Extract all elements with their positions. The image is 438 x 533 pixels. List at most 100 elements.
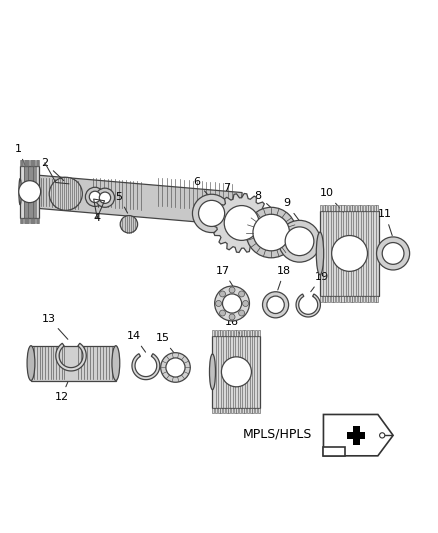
Circle shape xyxy=(215,301,222,306)
Bar xyxy=(30,218,31,223)
Ellipse shape xyxy=(112,346,120,381)
Bar xyxy=(325,205,327,211)
Bar xyxy=(31,160,32,166)
Bar xyxy=(368,205,371,211)
Bar xyxy=(38,160,39,166)
Bar xyxy=(38,218,39,223)
Text: 2: 2 xyxy=(41,158,64,181)
Text: 18: 18 xyxy=(277,266,291,290)
Bar xyxy=(360,296,362,302)
Circle shape xyxy=(243,301,248,306)
Bar xyxy=(258,408,260,413)
Circle shape xyxy=(215,286,250,321)
Bar xyxy=(366,296,368,302)
Bar xyxy=(347,296,349,302)
Bar xyxy=(377,296,378,302)
Text: 1: 1 xyxy=(14,144,26,168)
Circle shape xyxy=(19,181,41,203)
Bar xyxy=(239,330,241,336)
Ellipse shape xyxy=(19,179,21,205)
Bar xyxy=(355,296,357,302)
Bar xyxy=(218,408,220,413)
Bar xyxy=(255,330,257,336)
Bar xyxy=(30,160,31,166)
Polygon shape xyxy=(35,175,242,225)
Bar xyxy=(223,330,225,336)
Circle shape xyxy=(222,357,251,387)
Bar xyxy=(374,205,376,211)
Bar xyxy=(342,296,343,302)
Bar xyxy=(352,205,354,211)
Ellipse shape xyxy=(316,232,324,275)
Bar xyxy=(27,160,28,166)
Bar xyxy=(242,408,244,413)
Bar xyxy=(320,205,322,211)
Bar xyxy=(250,408,252,413)
Text: 17: 17 xyxy=(216,266,233,286)
Bar xyxy=(333,205,336,211)
Bar xyxy=(32,218,33,223)
Circle shape xyxy=(89,191,101,203)
Bar xyxy=(355,205,357,211)
Circle shape xyxy=(161,353,190,382)
Polygon shape xyxy=(323,447,345,456)
Bar xyxy=(32,160,33,166)
Text: 15: 15 xyxy=(155,333,175,353)
Circle shape xyxy=(246,207,297,258)
Bar xyxy=(234,330,236,336)
Bar xyxy=(371,205,373,211)
Bar xyxy=(250,330,252,336)
Bar xyxy=(28,160,29,166)
Circle shape xyxy=(267,296,284,313)
Text: 12: 12 xyxy=(54,382,68,402)
Polygon shape xyxy=(56,343,86,371)
Bar xyxy=(24,218,25,223)
Bar xyxy=(242,330,244,336)
Bar xyxy=(231,330,233,336)
Bar xyxy=(215,330,217,336)
Bar xyxy=(31,218,32,223)
Circle shape xyxy=(20,182,39,201)
Circle shape xyxy=(229,314,235,320)
Bar xyxy=(237,330,238,336)
Bar xyxy=(212,408,215,413)
Bar xyxy=(22,160,23,166)
Circle shape xyxy=(229,287,235,293)
Text: 13: 13 xyxy=(42,314,68,340)
FancyBboxPatch shape xyxy=(20,166,39,218)
Bar xyxy=(350,205,352,211)
Bar xyxy=(342,205,343,211)
Circle shape xyxy=(223,294,242,313)
Bar xyxy=(371,296,373,302)
FancyBboxPatch shape xyxy=(212,336,260,408)
Bar xyxy=(377,205,378,211)
Circle shape xyxy=(239,310,244,316)
Bar xyxy=(26,160,27,166)
Circle shape xyxy=(382,243,404,264)
Polygon shape xyxy=(132,354,160,379)
Bar xyxy=(20,160,21,166)
Bar xyxy=(331,296,333,302)
Circle shape xyxy=(380,433,385,438)
Bar xyxy=(339,296,341,302)
Circle shape xyxy=(279,220,321,262)
Text: 10: 10 xyxy=(320,188,343,212)
Bar xyxy=(28,218,29,223)
Bar xyxy=(26,218,27,223)
Bar xyxy=(331,205,333,211)
Ellipse shape xyxy=(27,346,35,381)
Bar xyxy=(252,408,254,413)
Bar xyxy=(229,408,230,413)
Bar xyxy=(350,296,352,302)
Bar xyxy=(363,205,365,211)
Bar xyxy=(244,330,247,336)
Text: 5: 5 xyxy=(115,192,127,213)
Circle shape xyxy=(192,194,231,232)
Bar xyxy=(247,408,249,413)
Bar xyxy=(363,296,365,302)
Circle shape xyxy=(224,206,259,240)
Circle shape xyxy=(285,227,314,256)
Circle shape xyxy=(166,358,185,377)
Text: MPLS/HPLS: MPLS/HPLS xyxy=(243,427,312,441)
Bar xyxy=(37,160,38,166)
